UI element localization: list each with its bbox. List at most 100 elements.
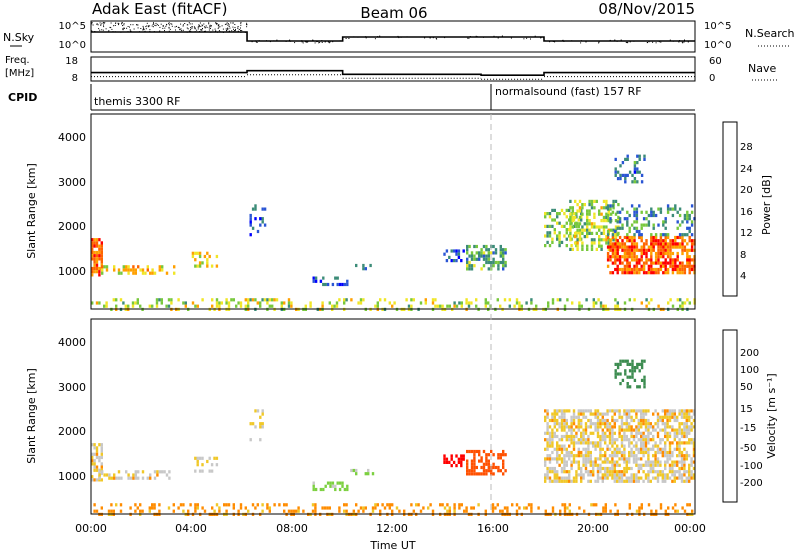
velocity-cell (654, 454, 657, 458)
power-cell (614, 157, 617, 161)
velocity-cell (95, 465, 99, 469)
nsearch-point (228, 30, 230, 32)
power-cell (91, 238, 94, 242)
velocity-cell (683, 441, 686, 445)
nsearch-point (166, 24, 167, 26)
velocity-cell (115, 476, 118, 480)
power-cell (487, 260, 490, 265)
velocity-cell (560, 415, 564, 419)
nsearch-point (182, 29, 184, 31)
power-cell (621, 245, 624, 249)
power-cell (547, 304, 550, 308)
velocity-cell (618, 409, 621, 413)
power-cell (581, 212, 584, 216)
power-cell (475, 251, 478, 255)
freq-panel-frame (90, 56, 696, 82)
power-cell (548, 234, 552, 238)
power-cell (621, 239, 624, 243)
velocity-cell (620, 457, 624, 461)
power-cell (652, 223, 655, 227)
velocity-cell (628, 506, 631, 510)
power-cell (678, 264, 682, 268)
power-cell (616, 245, 619, 249)
velocity-cell (601, 479, 604, 483)
nsearch-point (169, 24, 170, 26)
power-cell (105, 304, 108, 308)
velocity-cell (668, 441, 672, 445)
power-cell (453, 304, 456, 308)
power-cell (558, 234, 561, 238)
velocity-cell (572, 457, 576, 461)
velocity-cell (599, 454, 602, 458)
velocity-cell (244, 506, 247, 510)
power-cell (681, 267, 684, 272)
power-cell (261, 298, 264, 302)
power-cell (249, 213, 252, 218)
power-cell (650, 264, 653, 268)
velocity-cell (266, 503, 269, 507)
velocity-cell (618, 470, 621, 474)
power-cell (669, 239, 672, 243)
nsearch-point (226, 28, 228, 30)
velocity-cell (659, 418, 662, 423)
power-cell (618, 235, 622, 240)
power-cell (569, 225, 572, 229)
power-cell (574, 222, 577, 226)
velocity-cell (661, 473, 664, 477)
velocity-cell (568, 503, 571, 507)
velocity-cell (642, 415, 645, 419)
velocity-cell (196, 506, 199, 510)
power-cell (466, 248, 469, 252)
power-cell (606, 264, 610, 268)
power-cell (614, 261, 617, 265)
velocity-cell (680, 473, 684, 477)
velocity-cell (630, 409, 633, 413)
velocity-cell (664, 460, 667, 464)
velocity-cell (95, 455, 99, 460)
velocity-cell (614, 503, 617, 507)
velocity-cell (611, 418, 614, 423)
power-cell (681, 239, 684, 243)
power-cell (678, 267, 682, 272)
power-cell (503, 298, 507, 302)
power-cell (616, 267, 619, 272)
power-cell (508, 298, 511, 302)
power-cell (117, 271, 121, 275)
velocity-cell (644, 463, 648, 467)
power-cell (650, 213, 653, 218)
velocity-cell (614, 362, 617, 366)
power-cell (458, 301, 461, 305)
velocity-cell (502, 472, 505, 476)
velocity-cell (604, 460, 607, 464)
nsearch-point (255, 41, 257, 43)
velocity-cell (594, 425, 597, 429)
nsearch-point (127, 26, 129, 27)
velocity-cell (638, 362, 641, 366)
velocity-cell (568, 425, 571, 429)
velocity-cell (570, 428, 573, 432)
velocity-cell (635, 434, 638, 439)
velocity-cell (625, 460, 628, 464)
velocity-cell (596, 441, 600, 445)
power-cell (565, 237, 568, 241)
nsearch-point (314, 42, 316, 44)
power-cell (657, 248, 660, 252)
velocity-cell (568, 509, 571, 513)
velocity-cell (690, 438, 693, 442)
nsearch-point (235, 28, 236, 30)
power-cell (607, 238, 610, 242)
velocity-cell (606, 447, 609, 451)
power-cell (633, 170, 637, 174)
nsky-line (91, 31, 695, 42)
nsearch-point (233, 28, 234, 30)
power-cell (266, 298, 269, 302)
velocity-cell (589, 425, 592, 429)
power-cell (376, 301, 379, 305)
power-cell (674, 239, 677, 243)
power-cell (638, 267, 641, 272)
power-cell (136, 301, 139, 305)
power-cell (580, 218, 583, 222)
power-cell (652, 235, 655, 240)
power-cell (659, 255, 663, 259)
power-cell (650, 255, 653, 259)
